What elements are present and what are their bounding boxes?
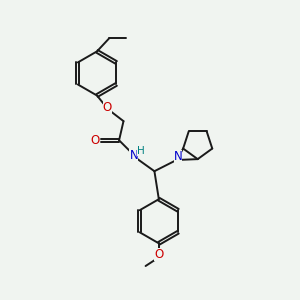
Text: O: O [103,101,112,114]
Text: O: O [154,248,164,261]
Text: N: N [129,148,138,161]
Text: O: O [90,134,100,147]
Text: H: H [137,146,145,157]
Text: N: N [174,150,182,163]
